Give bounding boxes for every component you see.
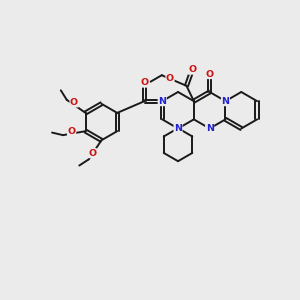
Text: O: O — [68, 127, 76, 136]
Text: N: N — [206, 124, 214, 133]
Text: O: O — [188, 65, 196, 74]
Text: O: O — [70, 98, 78, 107]
Text: O: O — [140, 78, 148, 87]
Text: O: O — [88, 148, 96, 158]
Text: N: N — [158, 97, 166, 106]
Text: N: N — [174, 124, 182, 133]
Text: O: O — [166, 74, 174, 83]
Text: N: N — [221, 97, 230, 106]
Text: O: O — [206, 70, 214, 79]
